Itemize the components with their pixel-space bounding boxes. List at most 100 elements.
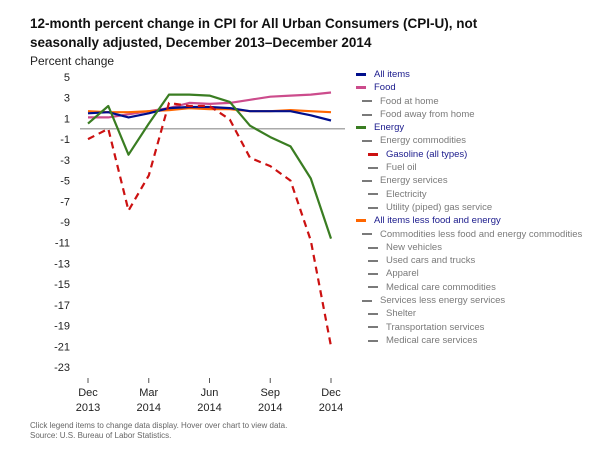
y-tick-label: -23 <box>54 362 70 374</box>
x-axis: Dec 2013 Mar 2014 Jun 2014 Sep 2014 Dec 2014 <box>76 378 343 414</box>
legend-label: Commodities less food and energy commodi… <box>380 228 583 240</box>
y-tick-label: -19 <box>54 321 70 333</box>
y-tick-label: -17 <box>54 300 70 312</box>
y-tick-label: -1 <box>60 134 70 146</box>
x-tick-label-month: Dec <box>321 387 341 399</box>
legend-swatch <box>368 259 378 262</box>
x-tick-label-year: 2013 <box>76 402 100 414</box>
legend-swatch <box>362 100 372 103</box>
legend-swatch <box>362 113 372 116</box>
y-tick-label: -11 <box>55 238 70 250</box>
legend-label: All items less food and energy <box>374 215 501 227</box>
x-tick-label-month: Dec <box>78 387 98 399</box>
legend-label: Medical care commodities <box>386 281 496 293</box>
legend-label: Shelter <box>386 308 417 320</box>
legend-label: All items <box>374 69 410 80</box>
legend-swatch <box>362 140 372 143</box>
legend-item[interactable]: Transportation services <box>356 321 600 334</box>
x-tick-label-year: 2014 <box>137 402 161 414</box>
legend-swatch <box>368 193 378 196</box>
x-tick-label-year: 2014 <box>319 402 343 414</box>
legend-item[interactable]: Food at home <box>356 95 600 108</box>
legend-swatch <box>368 286 378 289</box>
legend-item[interactable]: Food away from home <box>356 108 600 121</box>
legend-item[interactable]: Apparel <box>356 267 600 280</box>
legend-label: Food <box>374 82 396 94</box>
legend-item[interactable]: Food <box>356 81 600 94</box>
chart-title: 12-month percent change in CPI for All U… <box>30 16 478 50</box>
legend-item[interactable]: Gasoline (all types) <box>356 148 600 161</box>
legend-item[interactable]: Energy <box>356 121 600 134</box>
legend-swatch <box>368 339 378 342</box>
x-tick-label-year: 2014 <box>197 402 221 414</box>
y-tick-label: -21 <box>54 341 70 353</box>
x-tick-label-month: Mar <box>139 387 158 399</box>
legend-item[interactable]: Medical care services <box>356 334 600 347</box>
legend-item[interactable]: All items <box>356 68 600 81</box>
legend-swatch <box>368 273 378 276</box>
legend-item[interactable]: All items less food and energy <box>356 214 600 227</box>
legend-swatch <box>356 219 366 223</box>
legend-swatch <box>356 73 366 77</box>
legend-label: Energy services <box>380 175 448 187</box>
legend-swatch <box>362 233 372 236</box>
legend-swatch <box>356 126 366 130</box>
legend-item[interactable]: Commodities less food and energy commodi… <box>356 228 600 241</box>
legend-item[interactable]: Fuel oil <box>356 161 600 174</box>
x-tick-label-month: Jun <box>201 387 219 399</box>
legend-swatch <box>362 180 372 183</box>
legend-swatch <box>362 299 372 302</box>
y-tick-label: 3 <box>64 93 70 105</box>
series-line-food[interactable] <box>88 91 332 119</box>
legend-label: Energy <box>374 122 405 134</box>
legend-swatch <box>368 166 378 169</box>
y-axis-label: Percent change <box>30 54 115 68</box>
legend-label: Food away from home <box>380 108 475 120</box>
legend-item[interactable]: Shelter <box>356 307 600 320</box>
legend-label: Gasoline (all types) <box>386 148 468 160</box>
legend-swatch <box>368 246 378 249</box>
legend-swatch <box>368 312 378 315</box>
legend-label: Electricity <box>386 188 427 200</box>
legend-label: Food at home <box>380 95 439 107</box>
footnote-source: Source: U.S. Bureau of Labor Statistics. <box>30 431 172 440</box>
series-line-energy[interactable] <box>87 93 333 239</box>
y-tick-label: -7 <box>60 196 70 208</box>
y-tick-label: -13 <box>54 258 70 270</box>
legend-item[interactable]: Services less energy services <box>356 294 600 307</box>
footnote: Click legend items to change data displa… <box>30 421 287 441</box>
legend-label: Services less energy services <box>380 295 506 307</box>
legend-item[interactable]: Medical care commodities <box>356 281 600 294</box>
y-tick-label: -9 <box>60 217 70 229</box>
legend-swatch <box>368 326 378 329</box>
legend-item[interactable]: Energy services <box>356 174 600 187</box>
legend-item[interactable]: Electricity <box>356 188 600 201</box>
legend-label: Energy commodities <box>380 135 467 147</box>
y-axis: 5 3 1 -1 -3 -5 -7 -9 -11 -13 -15 -17 -19 -21 -23 <box>54 72 70 374</box>
footnote-instructions: Click legend items to change data displa… <box>30 421 288 430</box>
legend-swatch <box>368 206 378 209</box>
legend-label: New vehicles <box>386 241 442 253</box>
y-tick-label: 5 <box>64 72 70 84</box>
legend-item[interactable]: New vehicles <box>356 241 600 254</box>
legend-label: Transportation services <box>386 321 485 333</box>
legend-label: Fuel oil <box>386 162 417 174</box>
legend-item[interactable]: Used cars and trucks <box>356 254 600 267</box>
chart-legend: All items Food Food at home Food away from … <box>356 68 600 347</box>
y-tick-label: -5 <box>60 176 70 188</box>
series-group <box>87 91 333 347</box>
legend-label: Apparel <box>386 268 419 280</box>
y-tick-label: 1 <box>64 113 70 125</box>
legend-label: Utility (piped) gas service <box>386 201 493 213</box>
legend-label: Medical care services <box>386 334 478 346</box>
legend-item[interactable]: Energy commodities <box>356 134 600 147</box>
y-tick-label: -3 <box>60 155 70 167</box>
legend-swatch <box>368 152 378 156</box>
series-line-gasoline-all-types[interactable] <box>87 101 333 347</box>
x-tick-label-month: Sep <box>260 387 280 399</box>
legend-swatch <box>356 86 366 90</box>
legend-label: Used cars and trucks <box>386 255 476 267</box>
legend-item[interactable]: Utility (piped) gas service <box>356 201 600 214</box>
x-tick-label-year: 2014 <box>258 402 282 414</box>
